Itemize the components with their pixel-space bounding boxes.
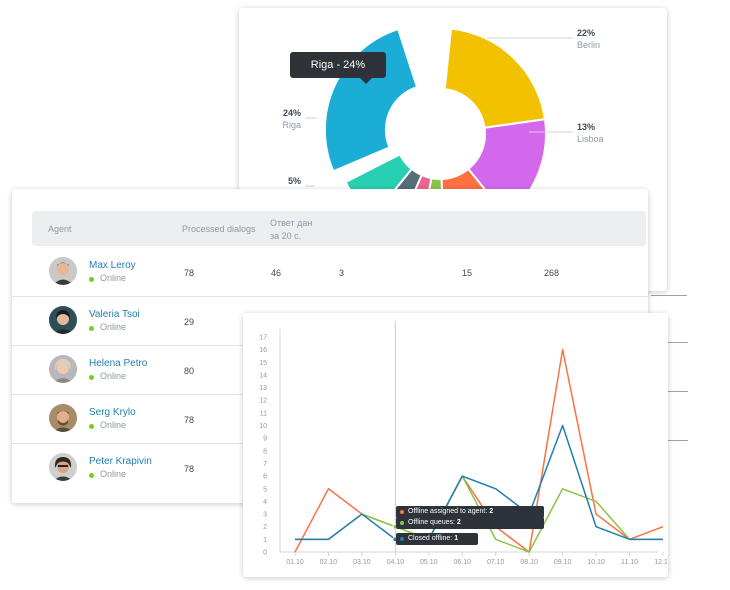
online-status-icon xyxy=(89,277,94,282)
y-tick-label: 8 xyxy=(263,448,267,455)
column-value: 15 xyxy=(462,268,473,278)
tooltip-label: Offline queues: xyxy=(408,519,455,526)
agent-name[interactable]: Serg Krylo xyxy=(89,407,136,418)
agent-status: Online xyxy=(100,273,127,283)
avatar xyxy=(49,453,77,481)
x-tick-label: 01.10 xyxy=(286,559,304,566)
table-row[interactable]: Peter Krapivin Online 78 xyxy=(12,444,648,492)
online-status-icon xyxy=(89,473,94,478)
x-tick-label: 10.10 xyxy=(587,559,605,566)
x-tick-label: 02.10 xyxy=(320,559,338,566)
slice-city: Berlin xyxy=(577,40,600,50)
avatar xyxy=(49,355,77,383)
header-answered[interactable]: Ответ дан xyxy=(270,218,313,228)
x-tick-label: 06.10 xyxy=(453,559,471,566)
avatar xyxy=(49,306,77,334)
line-chart-tooltip-row: Offline assigned to agent: 2 xyxy=(396,506,544,518)
y-tick-label: 14 xyxy=(259,372,267,379)
x-tick-label: 08.10 xyxy=(520,559,538,566)
y-tick-label: 5 xyxy=(263,486,267,493)
y-tick-label: 13 xyxy=(259,385,267,392)
header-agent[interactable]: Agent xyxy=(48,224,72,234)
series-color-icon xyxy=(400,521,404,525)
answered-value: 46 xyxy=(271,268,282,278)
table-row[interactable]: Max Leroy Online 78 46 3 15 268 xyxy=(12,248,648,297)
y-tick-label: 12 xyxy=(259,398,267,405)
y-tick-label: 9 xyxy=(263,436,267,443)
slice-percent: 22% xyxy=(577,28,595,38)
tooltip-value: 1 xyxy=(454,535,459,542)
tooltip-label: Offline assigned to agent: xyxy=(408,508,488,515)
series-line[interactable] xyxy=(295,424,663,541)
y-tick-label: 11 xyxy=(260,410,267,417)
x-tick-label: 03.10 xyxy=(353,559,371,566)
y-tick-label: 7 xyxy=(263,461,267,468)
y-tick-label: 6 xyxy=(263,474,267,481)
agent-status: Online xyxy=(100,371,127,381)
x-tick-label: 07.10 xyxy=(487,559,505,566)
slice-percent: 13% xyxy=(577,122,595,132)
y-tick-label: 17 xyxy=(259,335,267,342)
tooltip-label: Closed offline: xyxy=(408,535,453,542)
x-tick-label: 11.10 xyxy=(621,559,638,566)
column-value: 3 xyxy=(339,268,345,278)
slice-city: Riga xyxy=(282,120,301,130)
y-tick-label: 3 xyxy=(263,512,267,519)
online-status-icon xyxy=(89,326,94,331)
line-chart-tooltip-row: Closed offline: 1 xyxy=(396,533,478,545)
agent-name[interactable]: Valeria Tsoi xyxy=(89,309,140,320)
agent-status: Online xyxy=(100,469,127,479)
online-status-icon xyxy=(89,424,94,429)
background-divider xyxy=(651,295,687,296)
agent-status: Online xyxy=(100,322,127,332)
processed-dialogs-value: 78 xyxy=(184,464,195,474)
line-chart-tooltip-row: Offline queues: 2 xyxy=(396,517,544,529)
series-line[interactable] xyxy=(294,348,664,553)
processed-dialogs-value: 78 xyxy=(184,268,195,278)
agent-name[interactable]: Max Leroy xyxy=(89,260,136,271)
series-color-icon xyxy=(400,537,404,541)
slice-percent: 24% xyxy=(283,108,301,118)
avatar xyxy=(49,404,77,432)
background-divider xyxy=(668,391,688,392)
series-color-icon xyxy=(400,510,404,514)
agent-name[interactable]: Peter Krapivin xyxy=(89,456,152,467)
tooltip-value: 2 xyxy=(489,508,494,515)
header-answered-within[interactable]: за 20 с. xyxy=(270,231,302,241)
processed-dialogs-value: 80 xyxy=(184,366,195,376)
y-tick-label: 15 xyxy=(259,360,267,367)
x-tick-label: 04.10 xyxy=(387,559,405,566)
donut-slice[interactable] xyxy=(323,27,419,173)
background-divider xyxy=(668,440,688,441)
header-processed-dialogs[interactable]: Processed dialogs xyxy=(182,224,256,234)
background-divider xyxy=(668,342,688,343)
x-tick-label: 05.10 xyxy=(420,559,438,566)
y-tick-label: 10 xyxy=(259,423,267,430)
y-tick-label: 1 xyxy=(263,537,267,544)
donut-slice[interactable] xyxy=(443,27,547,129)
online-status-icon xyxy=(89,375,94,380)
column-value: 268 xyxy=(544,268,560,278)
y-tick-label: 4 xyxy=(263,499,267,506)
processed-dialogs-value: 78 xyxy=(184,415,195,425)
donut-tooltip: Riga - 24% xyxy=(290,52,386,84)
agent-name[interactable]: Helena Petro xyxy=(89,358,148,369)
y-tick-label: 2 xyxy=(263,524,267,531)
avatar xyxy=(49,257,77,285)
y-tick-label: 16 xyxy=(259,347,267,354)
x-tick-label: 09.10 xyxy=(554,559,572,566)
tooltip-value: 2 xyxy=(456,519,461,526)
y-tick-label: 0 xyxy=(263,550,267,557)
processed-dialogs-value: 29 xyxy=(184,317,195,327)
agent-status: Online xyxy=(100,420,127,430)
line-chart-card: 0 1 2 3 4 5 6 7 8 9 10 11 12 13 14 15 16 17 01.10 02.10 03.1… xyxy=(243,313,668,577)
slice-percent: 5% xyxy=(288,176,301,186)
x-tick-label: 12.10 xyxy=(654,559,668,566)
table-header: Agent Processed dialogs Ответ дан за 20 … xyxy=(32,211,646,246)
slice-city: Lisboa xyxy=(577,134,604,144)
